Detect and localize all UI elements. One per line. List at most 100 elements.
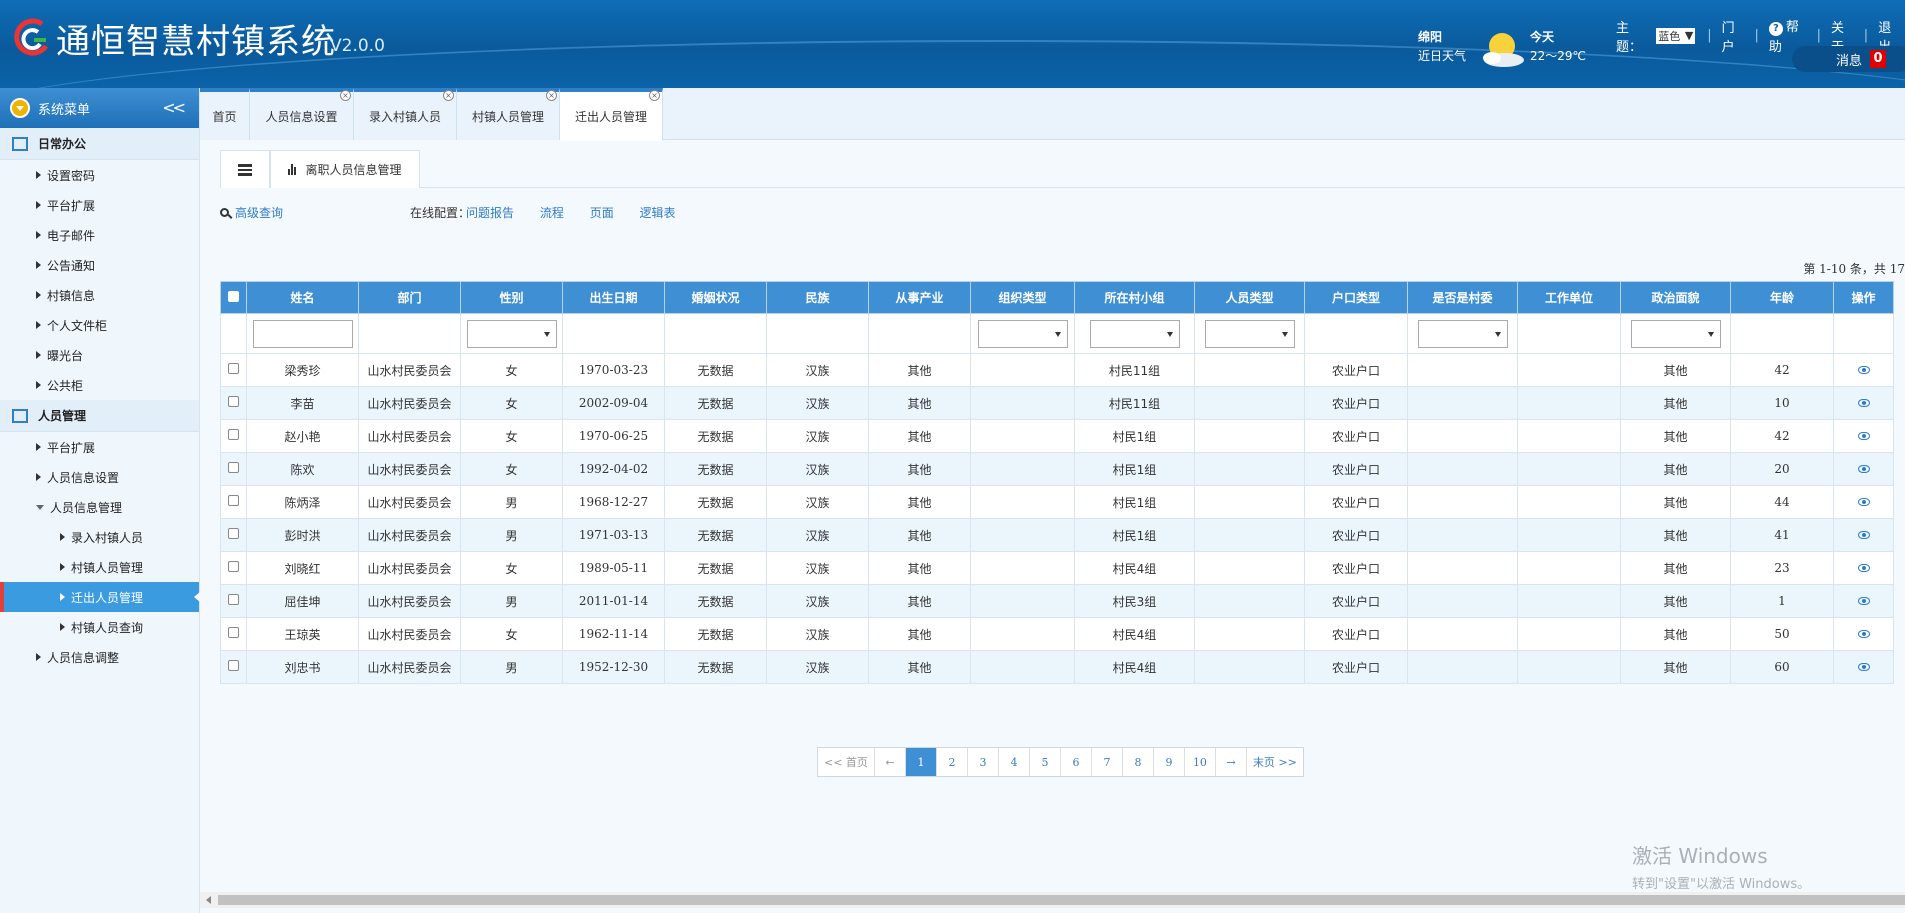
select-all-checkbox[interactable]: [228, 290, 239, 302]
view-details-icon[interactable]: [1857, 465, 1870, 473]
last-page-button[interactable]: 末页 >>: [1252, 756, 1297, 769]
sidebar-item-village-info[interactable]: 村镇信息: [0, 280, 199, 310]
help-link[interactable]: ? 帮助: [1768, 16, 1807, 55]
page-button[interactable]: 5: [1030, 748, 1061, 776]
page-button[interactable]: 9: [1154, 748, 1185, 776]
column-header[interactable]: 是否是村委: [1407, 281, 1518, 314]
close-tab-icon[interactable]: ×: [546, 90, 557, 101]
theme-select[interactable]: 蓝色 ▼: [1656, 27, 1696, 44]
table-row[interactable]: 梁秀珍 山水村民委员会女 1970-03-23 无数据 汉族 其他 村民11组 农业户口 其他 4…: [220, 353, 1894, 387]
row-checkbox[interactable]: [228, 363, 239, 374]
page-button[interactable]: 1: [905, 748, 937, 776]
view-details-icon[interactable]: [1857, 630, 1870, 638]
sidebar-item-enter-residents[interactable]: 录入村镇人员: [0, 522, 199, 552]
view-details-icon[interactable]: [1857, 498, 1870, 506]
table-row[interactable]: 屈佳坤 山水村民委员会男 2011-01-14 无数据 汉族 其他 村民3组 农业户口 其他 1: [220, 584, 1894, 618]
workflow-link[interactable]: 流程: [539, 206, 564, 220]
table-row[interactable]: 陈欢 山水村民委员会女 1992-04-02 无数据 汉族 其他 村民1组 农业户口 其他 20: [220, 452, 1894, 486]
collapse-sidebar-icon[interactable]: <<: [162, 98, 186, 117]
column-header[interactable]: 婚姻状况: [664, 281, 767, 314]
issue-report-link[interactable]: 问题报告: [466, 206, 515, 220]
person-type-filter-select[interactable]: [1204, 319, 1295, 348]
messages-button[interactable]: 消息 0: [1792, 46, 1905, 72]
sidebar-group-daily-office[interactable]: 日常办公: [0, 128, 199, 160]
first-page-button[interactable]: << 首页: [818, 748, 875, 776]
prev-page-button[interactable]: ←: [875, 748, 906, 776]
page-button[interactable]: 3: [968, 748, 999, 776]
table-row[interactable]: 陈炳泽 山水村民委员会男 1968-12-27 无数据 汉族 其他 村民1组 农业户口 其他 44: [220, 485, 1894, 519]
page-button[interactable]: 7: [1092, 748, 1123, 776]
row-checkbox[interactable]: [228, 660, 239, 671]
table-row[interactable]: 刘晓红 山水村民委员会女 1989-05-11 无数据 汉族 其他 村民4组 农业户口 其他 23: [220, 551, 1894, 585]
view-details-icon[interactable]: [1857, 366, 1870, 374]
sidebar-item-email[interactable]: 电子邮件: [0, 220, 199, 250]
page-button[interactable]: 10: [1185, 748, 1216, 776]
village-group-filter-select[interactable]: [1089, 319, 1180, 348]
column-header[interactable]: 人员类型: [1194, 281, 1305, 314]
sidebar-group-personnel[interactable]: 人员管理: [0, 400, 199, 432]
list-view-button[interactable]: [220, 150, 270, 188]
column-header[interactable]: 工作单位: [1517, 281, 1621, 314]
view-details-icon[interactable]: [1857, 399, 1870, 407]
scroll-left-icon[interactable]: [206, 896, 211, 904]
view-details-icon[interactable]: [1857, 564, 1870, 572]
view-details-icon[interactable]: [1857, 531, 1870, 539]
view-details-icon[interactable]: [1857, 597, 1870, 605]
column-header[interactable]: 出生日期: [562, 281, 665, 314]
sidebar-item-exposure[interactable]: 曝光台: [0, 340, 199, 370]
row-checkbox[interactable]: [228, 495, 239, 506]
sidebar-item-resident-management[interactable]: 村镇人员管理: [0, 552, 199, 582]
tab-person-settings[interactable]: 人员信息设置 ×: [250, 88, 354, 140]
column-header[interactable]: 从事产业: [868, 281, 971, 314]
tab-resident-management[interactable]: 村镇人员管理 ×: [457, 88, 560, 140]
tab-moved-out-management[interactable]: 迁出人员管理 ×: [560, 88, 663, 141]
table-row[interactable]: 王琼英 山水村民委员会女 1962-11-14 无数据 汉族 其他 村民4组 农业户口 其他 50: [220, 617, 1894, 651]
sidebar-item-platform-ext[interactable]: 平台扩展: [0, 190, 199, 220]
column-header[interactable]: 政治面貌: [1620, 281, 1731, 314]
portal-link[interactable]: 门户: [1721, 20, 1735, 55]
table-row[interactable]: 刘忠书 山水村民委员会男 1952-12-30 无数据 汉族 其他 村民4组 农业户口 其他 60: [220, 650, 1894, 684]
horizontal-scrollbar[interactable]: [200, 892, 1905, 908]
sidebar-item-resident-query[interactable]: 村镇人员查询: [0, 612, 199, 642]
close-tab-icon[interactable]: ×: [340, 90, 351, 101]
row-checkbox[interactable]: [228, 528, 239, 539]
row-checkbox[interactable]: [228, 561, 239, 572]
close-tab-icon[interactable]: ×: [443, 90, 454, 101]
column-header[interactable]: 组织类型: [970, 281, 1075, 314]
page-button[interactable]: 6: [1061, 748, 1092, 776]
next-page-button[interactable]: →: [1216, 748, 1247, 776]
logic-table-link[interactable]: 逻辑表: [639, 206, 676, 220]
page-button[interactable]: 8: [1123, 748, 1154, 776]
sidebar-item-moved-out-management[interactable]: 迁出人员管理: [0, 582, 200, 612]
page-button[interactable]: 2: [937, 748, 968, 776]
sidebar-item-person-adjust[interactable]: 人员信息调整: [0, 642, 199, 672]
column-header[interactable]: 户口类型: [1304, 281, 1408, 314]
subtab-resigned-personnel[interactable]: 离职人员信息管理: [270, 150, 420, 188]
page-button[interactable]: 4: [999, 748, 1030, 776]
view-details-icon[interactable]: [1857, 663, 1870, 671]
row-checkbox[interactable]: [228, 396, 239, 407]
table-row[interactable]: 彭时洪 山水村民委员会男 1971-03-13 无数据 汉族 其他 村民1组 农业户口 其他 41: [220, 518, 1894, 552]
sidebar-item-person-settings[interactable]: 人员信息设置: [0, 462, 199, 492]
sidebar-item-platform-ext-2[interactable]: 平台扩展: [0, 432, 199, 462]
weather-recent-link[interactable]: 近日天气: [1418, 49, 1467, 63]
view-details-icon[interactable]: [1857, 432, 1870, 440]
name-filter-input[interactable]: [252, 319, 353, 348]
row-checkbox[interactable]: [228, 429, 239, 440]
table-row[interactable]: 赵小艳 山水村民委员会女 1970-06-25 无数据 汉族 其他 村民1组 农业户口 其他 42: [220, 419, 1894, 453]
tab-home[interactable]: 首页: [200, 88, 250, 140]
org-type-filter-select[interactable]: [977, 319, 1068, 348]
row-checkbox[interactable]: [228, 462, 239, 473]
scrollbar-thumb[interactable]: [218, 895, 1905, 905]
row-checkbox[interactable]: [228, 627, 239, 638]
close-tab-icon[interactable]: ×: [649, 90, 660, 101]
column-header[interactable]: 民族: [766, 281, 869, 314]
row-checkbox[interactable]: [228, 594, 239, 605]
political-status-filter-select[interactable]: [1630, 319, 1721, 348]
sidebar-item-person-management[interactable]: 人员信息管理: [0, 492, 199, 522]
column-header[interactable]: 所在村小组: [1074, 281, 1195, 314]
table-row[interactable]: 李苗 山水村民委员会女 2002-09-04 无数据 汉族 其他 村民11组 农业户口 其他 10: [220, 386, 1894, 420]
sidebar-item-personal-files[interactable]: 个人文件柜: [0, 310, 199, 340]
column-header[interactable]: 姓名: [246, 281, 359, 314]
is-committee-filter-select[interactable]: [1417, 319, 1508, 348]
